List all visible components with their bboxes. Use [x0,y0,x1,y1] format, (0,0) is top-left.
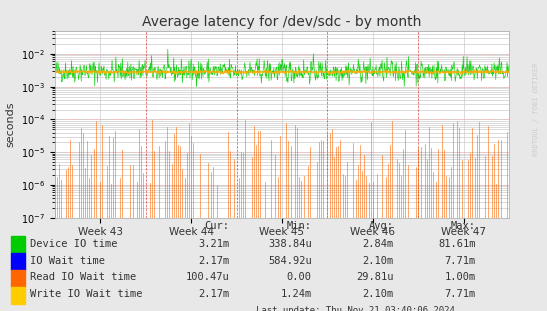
Text: RRDTOOL / TOBI OETIKER: RRDTOOL / TOBI OETIKER [533,62,539,156]
Text: Device IO time: Device IO time [30,239,118,249]
Bar [11,236,25,253]
Bar [11,287,25,304]
Text: 2.10m: 2.10m [363,289,394,299]
Title: Average latency for /dev/sdc - by month: Average latency for /dev/sdc - by month [142,15,421,29]
Text: 7.71m: 7.71m [445,256,476,266]
Text: Write IO Wait time: Write IO Wait time [30,289,143,299]
Text: Min:: Min: [287,221,312,231]
Text: IO Wait time: IO Wait time [30,256,105,266]
Text: 2.17m: 2.17m [199,256,230,266]
Text: Cur:: Cur: [205,221,230,231]
Y-axis label: seconds: seconds [5,102,15,147]
Text: 338.84u: 338.84u [268,239,312,249]
Bar [11,253,25,270]
Text: 81.61m: 81.61m [438,239,476,249]
Text: 29.81u: 29.81u [356,272,394,282]
Text: Avg:: Avg: [369,221,394,231]
Text: Last update: Thu Nov 21 03:40:06 2024: Last update: Thu Nov 21 03:40:06 2024 [256,306,455,311]
Text: 1.00m: 1.00m [445,272,476,282]
Text: Max:: Max: [451,221,476,231]
Bar [11,270,25,287]
Text: 1.24m: 1.24m [281,289,312,299]
Text: Read IO Wait time: Read IO Wait time [30,272,136,282]
Text: 2.84m: 2.84m [363,239,394,249]
Text: 7.71m: 7.71m [445,289,476,299]
Text: 0.00: 0.00 [287,272,312,282]
Text: 2.17m: 2.17m [199,289,230,299]
Text: 584.92u: 584.92u [268,256,312,266]
Text: 100.47u: 100.47u [186,272,230,282]
Text: 2.10m: 2.10m [363,256,394,266]
Text: 3.21m: 3.21m [199,239,230,249]
